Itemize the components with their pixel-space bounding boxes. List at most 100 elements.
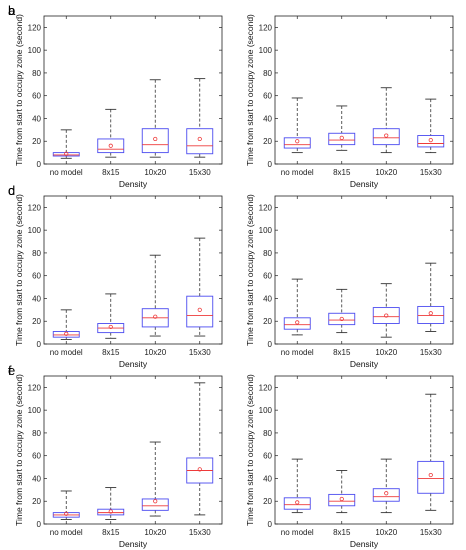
box-8x15: [97, 108, 125, 158]
x-tick-label: no model: [50, 348, 83, 357]
y-axis-label: Time from start to occupy zone (second): [245, 194, 255, 346]
panel-label: b: [8, 3, 15, 18]
y-tick-label: 80: [32, 69, 41, 78]
mean-marker: [339, 316, 344, 322]
mean-marker: [197, 307, 202, 312]
y-tick-label: 20: [32, 497, 41, 506]
panel-label: c: [8, 183, 15, 198]
y-tick-label: 60: [32, 452, 41, 461]
box-no-model: [52, 490, 80, 520]
box-body: [52, 331, 80, 338]
panel-e: e 0 20 40 60 80 100 120 no model 8x15 10x20 15x30 De…: [8, 363, 223, 549]
y-tick-label: 40: [263, 294, 272, 303]
box-8x15: [328, 105, 356, 151]
y-axis-label: Time from start to occupy zone (second): [245, 14, 255, 166]
y-tick-label: 100: [259, 46, 273, 55]
mean-marker: [428, 472, 433, 478]
y-tick-label: 120: [28, 203, 42, 212]
panel-label: e: [8, 363, 15, 378]
box-no-model: [283, 458, 311, 514]
x-tick-label: no model: [281, 528, 314, 537]
x-tick-label: 10x20: [144, 528, 166, 537]
mean-marker: [428, 311, 433, 316]
mean-marker: [64, 511, 69, 516]
axes-frame: [43, 195, 223, 345]
mean-marker: [153, 136, 158, 142]
x-tick-label: 15x30: [420, 528, 442, 537]
mean-marker: [295, 500, 300, 505]
box-body: [372, 128, 400, 146]
box-body: [328, 493, 356, 507]
box-body: [328, 132, 356, 146]
x-axis-label: Density: [119, 179, 148, 189]
x-axis-label: Density: [350, 539, 379, 549]
y-tick-label: 0: [37, 340, 42, 349]
x-tick-label: 8x15: [333, 168, 351, 177]
box-15x30: [417, 98, 445, 154]
box-8x15: [97, 487, 125, 520]
y-tick-label: 40: [263, 114, 272, 123]
panel-c: c 0 20 40 60 80 100 120 no model 8x15 10x20 15x30 De…: [8, 183, 223, 369]
x-tick-label: no model: [50, 528, 83, 537]
x-tick-label: 15x30: [420, 168, 442, 177]
box-body: [141, 498, 169, 511]
y-axis-label: Time from start to occupy zone (second): [14, 14, 24, 166]
y-tick-label: 40: [263, 474, 272, 483]
mean-marker: [153, 499, 158, 504]
axes-frame: [43, 375, 223, 525]
box-body: [328, 312, 356, 326]
y-tick-label: 120: [28, 23, 42, 32]
y-tick-label: 120: [259, 383, 273, 392]
axes-frame: [274, 15, 454, 165]
axes-frame: [274, 375, 454, 525]
box-10x20: [141, 254, 169, 337]
x-tick-label: 15x30: [420, 348, 442, 357]
y-tick-label: 20: [32, 137, 41, 146]
y-tick-label: 80: [263, 249, 272, 258]
mean-marker: [108, 509, 113, 514]
y-tick-label: 0: [268, 340, 273, 349]
panel-b: b 0 20 40 60 80 100 120 no model 8x15 10x20 15x30 De…: [8, 3, 454, 189]
axes-frame: [43, 15, 223, 165]
y-tick-label: 100: [28, 226, 42, 235]
mean-marker: [339, 496, 344, 502]
mean-marker: [384, 133, 389, 138]
mean-marker: [197, 467, 202, 472]
box-body: [417, 460, 445, 494]
x-tick-label: 10x20: [375, 168, 397, 177]
x-tick-label: 8x15: [102, 168, 120, 177]
y-tick-label: 20: [263, 497, 272, 506]
y-axis-label: Time from start to occupy zone (second): [14, 374, 24, 526]
box-8x15: [328, 470, 356, 514]
y-tick-label: 0: [268, 520, 273, 529]
y-tick-label: 100: [28, 406, 42, 415]
y-tick-label: 20: [263, 137, 272, 146]
box-15x30: [186, 382, 214, 516]
mean-marker: [295, 139, 300, 144]
box-body: [141, 128, 169, 154]
panel-label: f: [8, 363, 12, 378]
mean-marker: [384, 491, 389, 496]
y-tick-label: 20: [32, 317, 41, 326]
x-tick-label: 15x30: [189, 348, 211, 357]
box-no-model: [283, 278, 311, 336]
mean-marker: [295, 320, 300, 325]
box-10x20: [141, 79, 169, 158]
y-axis-label: Time from start to occupy zone (second): [14, 194, 24, 346]
x-axis-label: Density: [350, 179, 379, 189]
box-10x20: [372, 87, 400, 154]
y-tick-label: 0: [37, 520, 42, 529]
box-body: [186, 128, 214, 155]
box-body: [97, 138, 125, 154]
box-15x30: [417, 393, 445, 511]
x-tick-label: 8x15: [333, 348, 351, 357]
y-tick-label: 100: [259, 406, 273, 415]
x-axis-label: Density: [119, 359, 148, 369]
box-body: [372, 488, 400, 502]
mean-marker: [108, 324, 113, 330]
x-tick-label: 10x20: [375, 528, 397, 537]
y-tick-label: 20: [263, 317, 272, 326]
y-tick-label: 60: [263, 92, 272, 101]
panel-f: f 0 20 40 60 80 100 120 no model 8x15 10x20 15x30 De…: [8, 363, 454, 549]
box-no-model: [52, 309, 80, 340]
